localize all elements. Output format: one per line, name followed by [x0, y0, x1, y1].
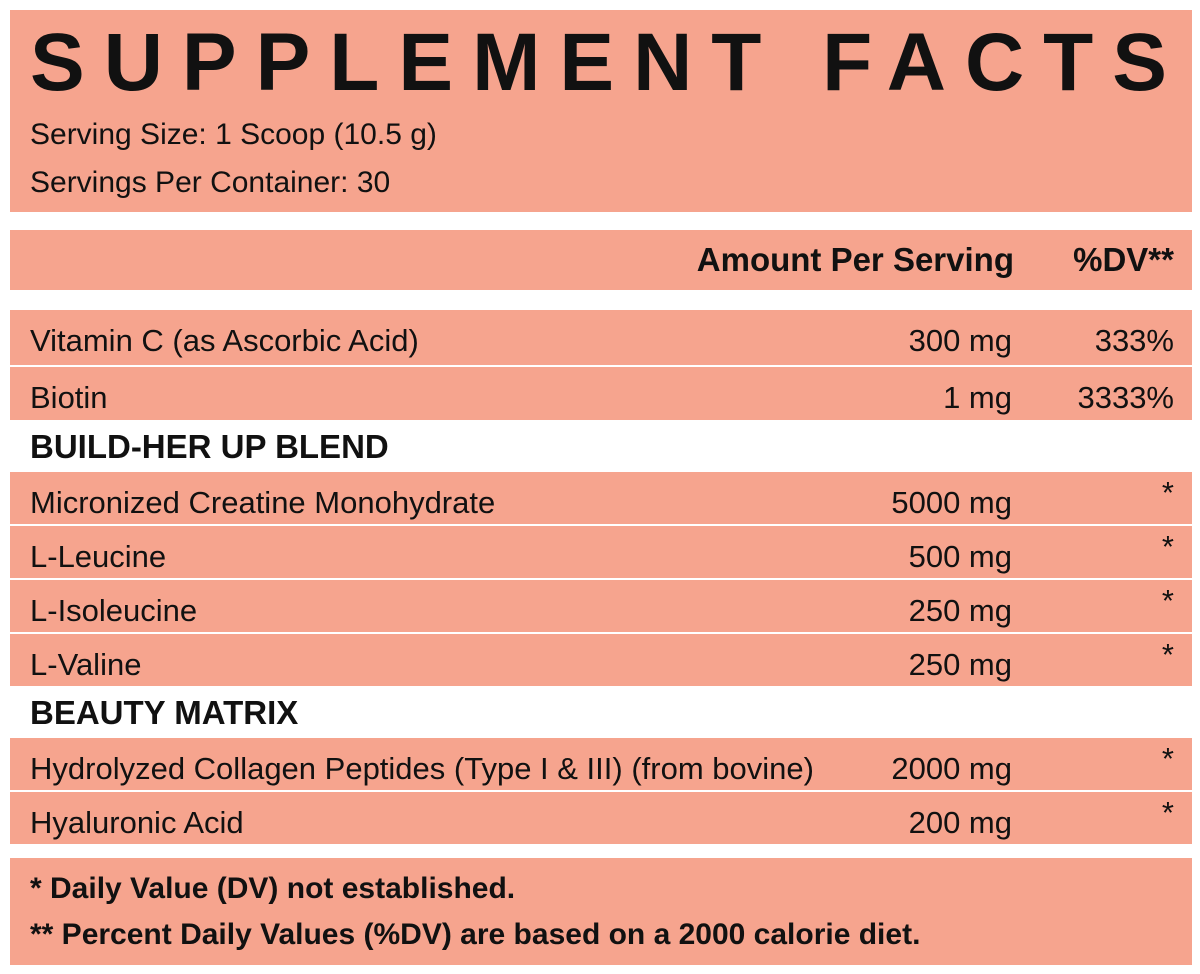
- row-panel: [10, 580, 1192, 632]
- amount: 250 mg: [908, 593, 1012, 628]
- ingredient-name: Micronized Creatine Monohydrate: [30, 485, 496, 520]
- serving-size: Serving Size: 1 Scoop (10.5 g): [30, 118, 437, 151]
- row-panel: [10, 738, 1192, 790]
- dv-header: %DV**: [1073, 241, 1174, 278]
- daily-value: *: [1161, 795, 1174, 830]
- footnote-panel: [10, 858, 1192, 965]
- ingredient-name: L-Valine: [30, 647, 142, 682]
- amount: 1 mg: [943, 380, 1012, 415]
- amount: 500 mg: [908, 539, 1012, 574]
- daily-value: 3333%: [1077, 380, 1174, 415]
- row-panel: [10, 367, 1192, 420]
- row-panel: [10, 634, 1192, 686]
- daily-value: *: [1161, 475, 1174, 510]
- daily-value: 333%: [1094, 323, 1174, 358]
- ingredient-name: Vitamin C (as Ascorbic Acid): [30, 323, 419, 358]
- footnote: * Daily Value (DV) not established.: [30, 872, 516, 905]
- ingredient-name: Hyaluronic Acid: [30, 805, 244, 840]
- daily-value: *: [1161, 741, 1174, 776]
- title: SUPPLEMENT FACTS: [30, 17, 1186, 108]
- row-panel: [10, 526, 1192, 578]
- column-header-panel: [10, 230, 1192, 290]
- daily-value: *: [1161, 637, 1174, 672]
- row-panel: [10, 472, 1192, 524]
- ingredient-name: Biotin: [30, 380, 108, 415]
- amount-header: Amount Per Serving: [696, 241, 1014, 278]
- row-panel: [10, 310, 1192, 365]
- section-heading: BEAUTY MATRIX: [30, 694, 299, 731]
- amount: 250 mg: [908, 647, 1012, 682]
- section-heading: BUILD-HER UP BLEND: [30, 428, 389, 465]
- footnote: ** Percent Daily Values (%DV) are based …: [30, 918, 921, 951]
- daily-value: *: [1161, 583, 1174, 618]
- daily-value: *: [1161, 529, 1174, 564]
- amount: 2000 mg: [891, 751, 1012, 786]
- header-panel: [10, 10, 1192, 212]
- ingredient-name: L-Isoleucine: [30, 593, 198, 628]
- row-panel: [10, 792, 1192, 844]
- amount: 5000 mg: [891, 485, 1012, 520]
- servings-per-container: Servings Per Container: 30: [30, 166, 391, 199]
- ingredient-name: L-Leucine: [30, 539, 167, 574]
- ingredient-name: Hydrolyzed Collagen Peptides (Type I & I…: [30, 751, 814, 786]
- amount: 200 mg: [908, 805, 1012, 840]
- amount: 300 mg: [908, 323, 1012, 358]
